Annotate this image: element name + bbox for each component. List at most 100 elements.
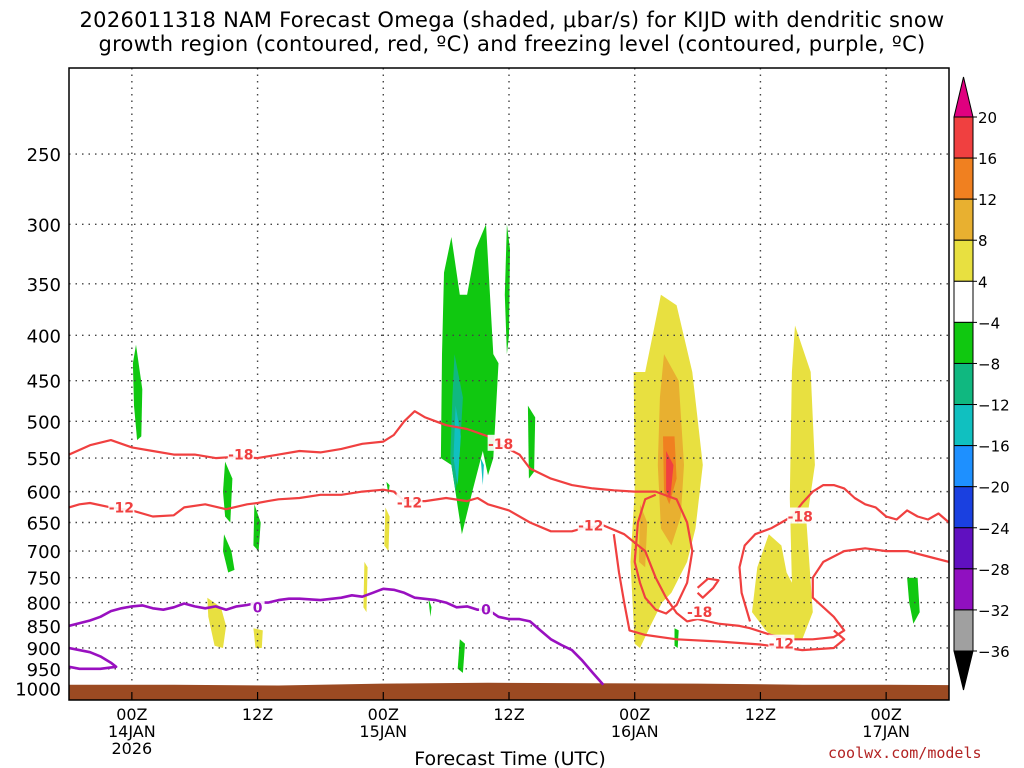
y-tick-label-300: 300 bbox=[27, 215, 61, 236]
y-tick-label-350: 350 bbox=[27, 275, 61, 296]
purple-label-0: 0 bbox=[253, 600, 263, 616]
dendritic-contours bbox=[69, 410, 949, 652]
colorbar-band-10 bbox=[953, 527, 974, 570]
colorbar-label-5: −4 bbox=[978, 314, 1000, 332]
red-label-bg-6 bbox=[787, 507, 814, 524]
x-tick-label-54: 00Z bbox=[619, 705, 650, 724]
y-tick-label-600: 600 bbox=[27, 483, 61, 504]
contour-labels: -18 -18 -12 -12 -12 -18 -18 -12 0 0 bbox=[108, 434, 814, 653]
red-label-bg-3 bbox=[396, 493, 423, 510]
omega-region-7 bbox=[457, 639, 465, 673]
red-label-bg-0 bbox=[227, 445, 254, 462]
red-contour-1 bbox=[696, 577, 720, 599]
colorbar-label-6: −8 bbox=[978, 355, 1000, 373]
omega-region-0 bbox=[132, 344, 143, 441]
ground-layer bbox=[69, 682, 949, 700]
colorbar-band-4 bbox=[953, 280, 974, 323]
colorbar-label-11: −28 bbox=[978, 561, 1010, 579]
x-tick-date-54: 16JAN bbox=[611, 722, 659, 741]
x-tick-year-6: 2026 bbox=[111, 739, 152, 758]
x-tick-label-18: 12Z bbox=[242, 705, 273, 724]
omega-region-9 bbox=[428, 597, 432, 617]
y-tick-label-450: 450 bbox=[27, 372, 61, 393]
omega-region-1 bbox=[223, 461, 233, 523]
colorbar-label-12: −32 bbox=[978, 602, 1010, 620]
red-label-4: -12 bbox=[578, 518, 603, 534]
title-line-1: 2026011318 NAM Forecast Omega (shaded, μ… bbox=[79, 8, 945, 32]
colorbar-label-3: 8 bbox=[978, 232, 988, 250]
y-tick-label-700: 700 bbox=[27, 542, 61, 563]
colorbar: 20 16 12 8 4 −4 −8 −12 −16 −20 −24 −28 −32 −36 bbox=[953, 76, 1010, 691]
omega-region-15 bbox=[752, 325, 815, 640]
plot-frame bbox=[68, 67, 950, 701]
colorbar-label-10: −24 bbox=[978, 520, 1010, 538]
y-tick-label-550: 550 bbox=[27, 449, 61, 470]
y-tick-label-800: 800 bbox=[27, 594, 61, 615]
red-label-2: -12 bbox=[109, 500, 134, 516]
omega-region-3 bbox=[253, 504, 261, 552]
omega-region-6 bbox=[527, 405, 536, 479]
purple-contour-0 bbox=[69, 587, 605, 686]
x-tick-date-78: 17JAN bbox=[862, 722, 910, 741]
gridlines bbox=[69, 68, 949, 700]
y-tick-label-1000: 1000 bbox=[15, 680, 61, 701]
purple-label-bg-0 bbox=[250, 598, 265, 615]
red-label-6: -18 bbox=[788, 510, 813, 526]
colorbar-band-12 bbox=[953, 609, 974, 652]
chart-title: 2026011318 NAM Forecast Omega (shaded, μ… bbox=[0, 8, 1024, 56]
red-label-bg-4 bbox=[577, 516, 604, 533]
colorbar-label-0: 20 bbox=[978, 109, 997, 127]
x-tick-label-42: 12Z bbox=[493, 705, 524, 724]
red-label-0: -18 bbox=[228, 448, 253, 464]
x-tick-label-78: 00Z bbox=[870, 705, 901, 724]
colorbar-label-1: 16 bbox=[978, 150, 997, 168]
colorbar-band-7 bbox=[953, 404, 974, 447]
x-axis-label: Forecast Time (UTC) bbox=[414, 748, 605, 768]
omega-region-10 bbox=[907, 577, 920, 624]
omega-region-13 bbox=[480, 458, 484, 486]
colorbar-band-0 bbox=[953, 116, 974, 159]
red-label-7: -12 bbox=[769, 637, 794, 653]
y-axis: 2503003504004505005506006507007508008509… bbox=[15, 145, 61, 701]
colorbar-label-4: 4 bbox=[978, 273, 988, 291]
y-tick-label-850: 850 bbox=[27, 617, 61, 638]
colorbar-band-11 bbox=[953, 568, 974, 611]
purple-label-1: 0 bbox=[481, 603, 491, 619]
omega-region-18 bbox=[384, 507, 390, 552]
omega-region-12 bbox=[453, 405, 461, 486]
colorbar-band-6 bbox=[953, 362, 974, 406]
omega-region-16 bbox=[207, 597, 227, 648]
omega-region-2 bbox=[223, 534, 235, 573]
y-tick-label-250: 250 bbox=[27, 145, 61, 166]
colorbar-band-1 bbox=[953, 157, 974, 200]
y-tick-label-500: 500 bbox=[27, 412, 61, 433]
red-label-1: -18 bbox=[488, 437, 513, 453]
ground-surface bbox=[69, 682, 949, 700]
site-credit: coolwx.com/models bbox=[828, 744, 982, 762]
colorbar-label-2: 12 bbox=[978, 191, 997, 209]
red-contour-4 bbox=[612, 534, 846, 652]
colorbar-band-8 bbox=[953, 445, 974, 488]
x-tick-date-30: 15JAN bbox=[359, 722, 407, 741]
title-line-2: growth region (contoured, red, ºC) and f… bbox=[98, 32, 926, 56]
red-contour-2 bbox=[738, 484, 949, 622]
x-tick-label-66: 12Z bbox=[745, 705, 776, 724]
red-label-bg-5 bbox=[686, 603, 713, 620]
y-tick-label-400: 400 bbox=[27, 326, 61, 347]
colorbar-label-9: −20 bbox=[978, 479, 1010, 497]
red-contour-3 bbox=[69, 488, 949, 641]
y-tick-label-650: 650 bbox=[27, 513, 61, 534]
colorbar-band-2 bbox=[953, 198, 974, 241]
red-label-3: -12 bbox=[397, 495, 422, 511]
omega-region-19 bbox=[363, 561, 368, 613]
y-tick-label-900: 900 bbox=[27, 639, 61, 660]
red-contour-0 bbox=[69, 410, 694, 615]
freezing-level-contours bbox=[69, 587, 605, 686]
purple-contour-1 bbox=[69, 646, 118, 671]
red-label-bg-7 bbox=[768, 634, 795, 651]
omega-region-8 bbox=[386, 481, 390, 495]
y-tick-label-950: 950 bbox=[27, 660, 61, 681]
omega-region-23 bbox=[666, 451, 674, 498]
colorbar-bottom-arrow bbox=[953, 650, 974, 691]
